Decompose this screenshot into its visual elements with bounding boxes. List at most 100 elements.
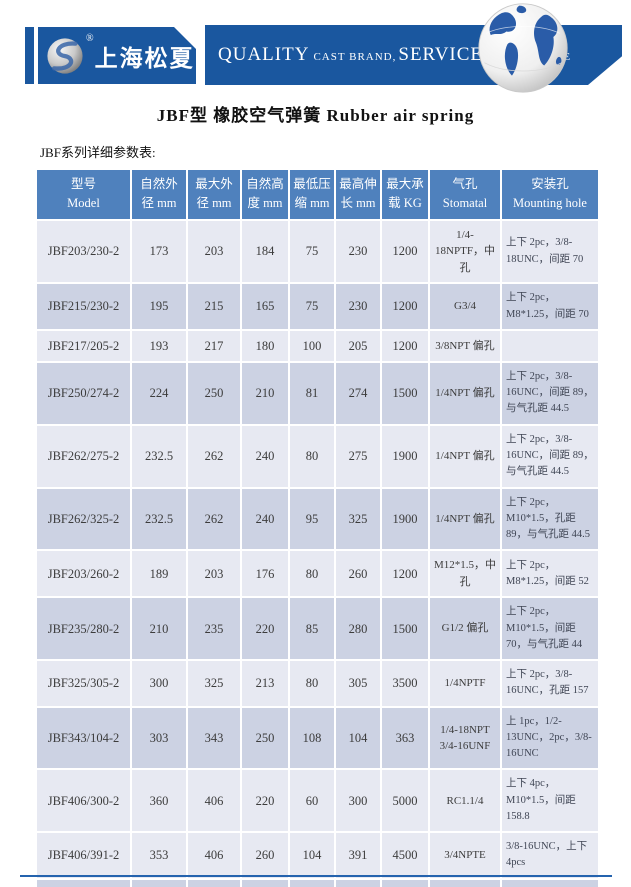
table-cell: 75 bbox=[288, 218, 336, 285]
bottom-divider bbox=[20, 875, 612, 877]
table-cell: 391 bbox=[334, 831, 382, 880]
table-cell: 3/4NPTE bbox=[428, 831, 502, 880]
table-header-row: 型号 Model 自然外径 mm 最大外径 mm 自然高度 mm 最低压缩 mm 最高伸长 … bbox=[35, 168, 600, 221]
table-cell: 177 bbox=[130, 877, 188, 887]
table-cell: 210 bbox=[240, 360, 290, 426]
table-cell: 1900 bbox=[380, 423, 430, 489]
table-cell: 5000 bbox=[380, 768, 430, 834]
table-cell: 1200 bbox=[380, 282, 430, 331]
table-cell: 1200 bbox=[380, 328, 430, 363]
table-cell: 300 bbox=[130, 659, 188, 708]
table-cell: 1/4NPTF bbox=[428, 659, 502, 708]
table-cell: 上下 4pc，M10*1.5，间距 158.8 bbox=[500, 768, 600, 834]
table-row: JBF262/325-2 232.5 262 240 95 325 1900 1/4NPT 偏… bbox=[35, 486, 600, 552]
table-cell: 210 bbox=[130, 596, 188, 662]
table-cell: 上下 2pc，3/8-16UNC，孔距 157 bbox=[500, 659, 600, 708]
table-row: JBF262/275-2 232.5 262 240 80 275 1900 1/4NPT 偏… bbox=[35, 423, 600, 489]
table-cell: 80 bbox=[288, 423, 336, 489]
puzzle-globe-icon bbox=[478, 3, 568, 93]
table-row: JBF203/460-317720325011746012003/8-18NPT… bbox=[35, 877, 600, 887]
brand-header: ® 上海松夏 QUALITY CAST BRAND, SERVICE CREAT… bbox=[0, 0, 631, 95]
table-cell: 104 bbox=[334, 705, 382, 771]
table-cell: 1/4NPT 偏孔 bbox=[428, 423, 502, 489]
slogan-cast-brand: CAST BRAND, bbox=[313, 50, 397, 63]
table-cell: 274 bbox=[334, 360, 382, 426]
column-header: 最低压缩 mm bbox=[288, 168, 336, 221]
table-cell: 117 bbox=[288, 877, 336, 887]
table-cell: 260 bbox=[240, 831, 290, 880]
table-cell: 262 bbox=[186, 423, 242, 489]
table-cell: 173 bbox=[130, 218, 188, 285]
page-title: JBF型 橡胶空气弹簧 Rubber air spring bbox=[156, 106, 475, 125]
table-cell: 上下 2pc，M8*1.25，间距 52 bbox=[500, 549, 600, 599]
table-cell: 180 bbox=[240, 328, 290, 363]
table-row: JBF217/205-2 193 217 180 100 205 1200 3/8NPT 偏孔 bbox=[35, 328, 600, 363]
column-header: 自然外径 mm bbox=[130, 168, 188, 221]
table-cell: 4500 bbox=[380, 831, 430, 880]
table-cell: 250 bbox=[240, 877, 290, 887]
table-cell: 189 bbox=[130, 549, 188, 599]
model-cell: JBF406/391-2 bbox=[35, 831, 132, 880]
column-header: 最高伸长 mm bbox=[334, 168, 382, 221]
table-cell: 1200 bbox=[380, 877, 430, 887]
table-cell: 360 bbox=[130, 768, 188, 834]
table-cell: 3/8NPT 偏孔 bbox=[428, 328, 502, 363]
table-cell: 406 bbox=[186, 831, 242, 880]
table-cell: 460 bbox=[334, 877, 382, 887]
table-cell: 230 bbox=[334, 282, 382, 331]
table-cell: 203 bbox=[186, 877, 242, 887]
table-cell: G1/2 偏孔 bbox=[428, 596, 502, 662]
table-cell: 280 bbox=[334, 596, 382, 662]
table-cell: 1200 bbox=[380, 549, 430, 599]
table-cell: G3/4 bbox=[428, 282, 502, 331]
company-name: 上海松夏 bbox=[94, 45, 195, 71]
table-cell: 224 bbox=[130, 360, 188, 426]
table-cell: 205 bbox=[334, 328, 382, 363]
table-cell: 343 bbox=[186, 705, 242, 771]
table-cell: 184 bbox=[240, 218, 290, 285]
table-cell: 325 bbox=[334, 486, 382, 552]
model-cell: JBF250/274-2 bbox=[35, 360, 132, 426]
table-cell: 上下 2pc，3/8-16UNC，间距 89，与气孔距 44.5 bbox=[500, 423, 600, 489]
table-cell: 232.5 bbox=[130, 486, 188, 552]
table-cell: 325 bbox=[186, 659, 242, 708]
column-header: 安装孔 Mounting hole bbox=[500, 168, 600, 221]
column-header: 气孔 Stomatal bbox=[428, 168, 502, 221]
table-cell: 上下 2pc，M10*1.5，间距 70，与气孔距 44 bbox=[500, 596, 600, 662]
table-cell: 275 bbox=[334, 423, 382, 489]
table-cell: 305 bbox=[334, 659, 382, 708]
table-cell: 3500 bbox=[380, 659, 430, 708]
table-cell: 上 2pc，下 1pc，3/8-16UNC，孔距 69，与气孔距 33 bbox=[500, 877, 600, 887]
table-row: JBF203/260-2 189 203 176 80 260 1200 M12*1.5，中孔… bbox=[35, 549, 600, 599]
table-cell: 3/8-18NPT，偏孔 bbox=[428, 877, 502, 887]
registered-trademark-icon: ® bbox=[86, 33, 94, 44]
table-cell: 303 bbox=[130, 705, 188, 771]
table-cell: 250 bbox=[240, 705, 290, 771]
table-row: JBF406/391-2 353 406 260 104 391 4500 3/4NPTE 3/… bbox=[35, 831, 600, 880]
slogan-quality: QUALITY bbox=[218, 44, 310, 65]
table-cell: 1200 bbox=[380, 218, 430, 285]
spec-table: 型号 Model 自然外径 mm 最大外径 mm 自然高度 mm 最低压缩 mm 最高伸长 … bbox=[35, 168, 600, 887]
table-cell: 1/4-18NPT 3/4-16UNF bbox=[428, 705, 502, 771]
table-cell: 1/4NPT 偏孔 bbox=[428, 360, 502, 426]
table-cell: 240 bbox=[240, 486, 290, 552]
table-cell: 60 bbox=[288, 768, 336, 834]
table-cell: 3/8-16UNC，上下 4pcs bbox=[500, 831, 600, 880]
table-cell: 406 bbox=[186, 768, 242, 834]
table-label: JBF系列详细参数表: bbox=[40, 145, 156, 160]
table-cell: 85 bbox=[288, 596, 336, 662]
table-cell: 262 bbox=[186, 486, 242, 552]
brand-accent-bar bbox=[25, 27, 34, 84]
table-cell: 1900 bbox=[380, 486, 430, 552]
table-cell: 上 1pc，1/2-13UNC，2pc，3/8-16UNC bbox=[500, 705, 600, 771]
table-cell: 上下 2pc，3/8-18UNC，间距 70 bbox=[500, 218, 600, 285]
table-cell: 108 bbox=[288, 705, 336, 771]
model-cell: JBF215/230-2 bbox=[35, 282, 132, 331]
table-cell: 81 bbox=[288, 360, 336, 426]
table-cell: 1/4NPT 偏孔 bbox=[428, 486, 502, 552]
table-cell: 300 bbox=[334, 768, 382, 834]
sphere-logo-icon bbox=[46, 37, 84, 75]
table-cell: 75 bbox=[288, 282, 336, 331]
table-row: JBF406/300-2 360 406 220 60 300 5000 RC1.1/4 上下 … bbox=[35, 768, 600, 834]
